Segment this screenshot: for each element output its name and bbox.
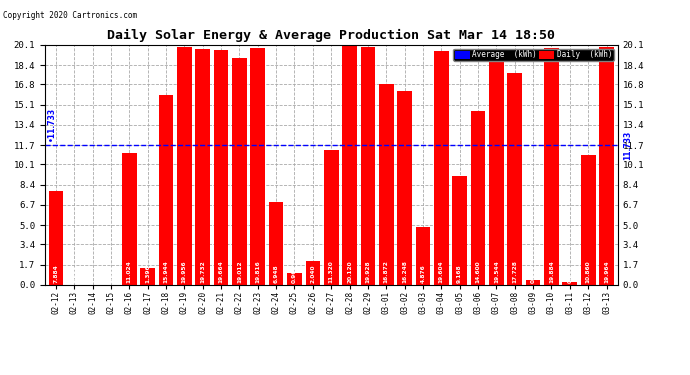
Bar: [195, 50, 210, 285]
Text: 19.732: 19.732: [200, 261, 205, 283]
Bar: [214, 50, 228, 285]
Bar: [250, 48, 265, 285]
Text: 0.000: 0.000: [72, 265, 77, 283]
Bar: [434, 51, 448, 285]
Text: 10.860: 10.860: [586, 261, 591, 283]
Text: •11.733: •11.733: [47, 107, 56, 141]
Bar: [526, 280, 540, 285]
Text: 19.604: 19.604: [439, 261, 444, 283]
Text: 0.000: 0.000: [90, 265, 95, 283]
Text: 19.884: 19.884: [549, 261, 554, 283]
Text: 0.968: 0.968: [292, 265, 297, 283]
Text: 20.120: 20.120: [347, 261, 352, 283]
Bar: [599, 46, 614, 285]
Bar: [232, 58, 247, 285]
Bar: [361, 47, 375, 285]
Text: 16.872: 16.872: [384, 260, 388, 283]
Text: 16.248: 16.248: [402, 260, 407, 283]
Bar: [306, 261, 320, 285]
Bar: [159, 94, 173, 285]
Bar: [122, 153, 137, 285]
Bar: [415, 227, 431, 285]
Bar: [287, 273, 302, 285]
Text: 2.040: 2.040: [310, 265, 315, 283]
Text: 19.964: 19.964: [604, 261, 609, 283]
Text: 14.600: 14.600: [475, 261, 480, 283]
Text: 19.544: 19.544: [494, 261, 499, 283]
Text: 15.944: 15.944: [164, 261, 168, 283]
Text: 11.024: 11.024: [127, 261, 132, 283]
Bar: [342, 45, 357, 285]
Text: 0.248: 0.248: [567, 265, 572, 283]
Text: 11.320: 11.320: [328, 261, 334, 283]
Bar: [581, 155, 595, 285]
Text: 7.884: 7.884: [53, 264, 59, 283]
Title: Daily Solar Energy & Average Production Sat Mar 14 18:50: Daily Solar Energy & Average Production …: [107, 29, 555, 42]
Bar: [269, 202, 284, 285]
Text: Copyright 2020 Cartronics.com: Copyright 2020 Cartronics.com: [3, 11, 137, 20]
Text: 17.728: 17.728: [512, 260, 518, 283]
Text: 19.012: 19.012: [237, 261, 242, 283]
Bar: [177, 47, 192, 285]
Text: 0.000: 0.000: [108, 265, 113, 283]
Text: 19.816: 19.816: [255, 261, 260, 283]
Text: 6.948: 6.948: [274, 265, 279, 283]
Text: 9.168: 9.168: [457, 265, 462, 283]
Legend: Average  (kWh), Daily  (kWh): Average (kWh), Daily (kWh): [453, 49, 613, 61]
Bar: [48, 191, 63, 285]
Bar: [140, 268, 155, 285]
Text: 1.396: 1.396: [145, 265, 150, 283]
Text: 4.876: 4.876: [420, 264, 426, 283]
Text: 11.733: 11.733: [623, 130, 632, 159]
Text: 19.956: 19.956: [182, 261, 187, 283]
Bar: [562, 282, 577, 285]
Bar: [397, 91, 412, 285]
Text: 0.384: 0.384: [531, 265, 535, 283]
Bar: [471, 111, 485, 285]
Bar: [379, 84, 393, 285]
Text: 19.928: 19.928: [366, 261, 371, 283]
Bar: [489, 52, 504, 285]
Bar: [507, 74, 522, 285]
Bar: [544, 48, 559, 285]
Text: 19.664: 19.664: [219, 261, 224, 283]
Bar: [324, 150, 339, 285]
Bar: [453, 176, 467, 285]
